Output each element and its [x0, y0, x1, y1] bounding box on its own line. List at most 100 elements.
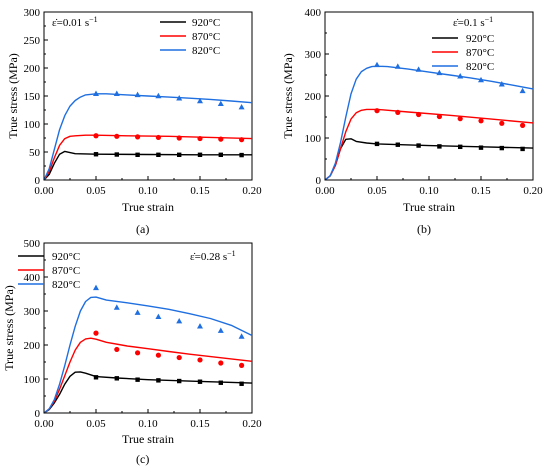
y-tick-label: 200: [24, 340, 41, 352]
data-point-c-2-3: [155, 313, 162, 319]
x-tick-label: 0.20: [242, 418, 262, 430]
strain-rate-annotation-b: ε̇=0.1 s−1: [453, 15, 493, 30]
y-tick-label: 100: [24, 119, 41, 131]
x-tick-label: 0.15: [190, 185, 210, 197]
data-point-b-1-4: [457, 116, 463, 122]
data-point-b-2-3: [436, 69, 443, 76]
data-point-b-0-5: [478, 145, 484, 150]
x-tick-label: 0.00: [34, 418, 54, 430]
data-point-c-0-3: [156, 378, 161, 383]
data-point-c-1-4: [176, 354, 182, 361]
data-point-b-2-7: [519, 87, 526, 94]
panel-c: 0.00 0.05 0.10 0.15 0.20 0 100 200 300 400 500 Tru…: [2, 238, 262, 466]
data-point-c-0-4: [177, 378, 182, 384]
y-axis-label-c: True stress (MPa): [2, 285, 16, 371]
y-tick-label: 100: [24, 374, 41, 386]
data-point-c-1-3: [155, 352, 161, 358]
legend-label: 820°C: [52, 279, 80, 291]
x-tick-label: 0.05: [86, 418, 106, 430]
x-tick-label: 0.05: [367, 185, 387, 197]
data-point-b-1-0: [374, 108, 380, 114]
y-axis-label-b: True stress (MPa): [281, 53, 295, 139]
legend-a: 920°C 870°C 820°C: [160, 17, 220, 57]
data-point-b-2-1: [394, 63, 401, 69]
data-point-a-1-5: [197, 135, 203, 142]
data-point-a-1-0: [93, 133, 99, 139]
data-point-b-1-3: [436, 113, 442, 120]
data-point-a-2-0: [93, 90, 99, 96]
series-line-a-1: [43, 134, 253, 181]
strain-rate-annotation-c: ε̇=0.28 s−1: [190, 249, 236, 264]
data-point-c-2-4: [176, 318, 183, 324]
data-point-c-2-6: [217, 327, 224, 333]
data-point-b-1-1: [395, 109, 401, 115]
axis-ticks-a: 0.00 0.05 0.10 0.15 0.20 0 50 100 150 200 250 300: [24, 7, 263, 197]
y-tick-label: 0: [35, 175, 41, 187]
x-tick-label: 0.15: [471, 185, 491, 197]
legend-label: 920°C: [52, 251, 80, 263]
data-point-b-1-6: [499, 120, 505, 126]
legend-c: 920°C 870°C 820°C: [18, 251, 80, 291]
data-point-a-0-2: [135, 152, 140, 157]
data-point-a-2-6: [217, 100, 224, 107]
y-axis-label-a: True stress (MPa): [6, 53, 20, 139]
chart-marks-c: [43, 284, 253, 414]
x-tick-label: 0.05: [86, 185, 106, 197]
series-line-c-2: [43, 296, 253, 414]
strain-rate-annotation-a: ε̇=0.01 s−1: [52, 15, 98, 30]
data-point-a-0-0: [93, 152, 99, 157]
x-tick-label: 0.00: [34, 185, 54, 197]
y-tick-label: 0: [35, 408, 41, 420]
data-point-c-0-1: [114, 376, 119, 381]
chart-marks-b: [324, 61, 534, 181]
data-point-b-1-5: [478, 118, 484, 124]
data-point-a-1-7: [239, 137, 245, 143]
data-point-a-0-4: [177, 152, 182, 157]
data-point-c-1-0: [93, 330, 99, 336]
y-tick-label: 50: [29, 147, 41, 159]
data-point-c-2-5: [197, 323, 203, 329]
data-point-b-0-3: [437, 144, 442, 149]
data-point-c-2-7: [238, 333, 245, 339]
legend-label: 820°C: [466, 61, 494, 73]
y-tick-label: 100: [305, 133, 322, 145]
data-point-a-0-7: [239, 152, 244, 158]
x-tick-label: 0.15: [190, 418, 210, 430]
x-tick-label: 0.20: [242, 185, 262, 197]
series-line-c-0: [43, 371, 253, 414]
y-tick-label: 300: [24, 306, 41, 318]
data-point-c-1-5: [197, 357, 203, 363]
data-point-b-0-0: [374, 141, 380, 147]
y-tick-label: 250: [24, 35, 41, 47]
x-axis-label-c: True strain: [122, 432, 174, 446]
data-point-a-2-1: [113, 90, 120, 96]
data-point-a-0-3: [156, 152, 161, 157]
data-point-c-0-5: [197, 379, 203, 384]
y-tick-label: 400: [305, 7, 322, 19]
data-point-b-0-4: [458, 144, 463, 150]
data-point-b-2-5: [478, 76, 484, 83]
data-point-a-2-7: [238, 104, 245, 110]
x-tick-label: 0.20: [523, 185, 543, 197]
data-point-c-0-7: [239, 381, 244, 386]
series-line-c-1: [43, 337, 253, 414]
y-tick-label: 400: [24, 272, 41, 284]
data-point-a-0-1: [114, 152, 119, 157]
data-point-c-0-2: [135, 377, 140, 382]
data-point-b-0-7: [520, 146, 525, 152]
data-point-a-2-4: [176, 95, 183, 101]
axis-ticks-b: 0.00 0.05 0.10 0.15 0.20 0 100 200 300 400: [305, 7, 544, 197]
x-tick-label: 0.10: [138, 185, 158, 197]
legend-label: 870°C: [466, 47, 494, 59]
data-point-c-1-6: [218, 360, 224, 366]
data-point-a-1-3: [155, 134, 161, 141]
data-point-c-1-1: [114, 346, 120, 353]
legend-label: 820°C: [192, 45, 220, 57]
data-point-c-2-2: [134, 309, 141, 315]
x-axis-label-b: True strain: [403, 200, 455, 214]
data-point-a-0-6: [218, 152, 223, 157]
data-point-b-2-2: [415, 66, 422, 72]
data-point-c-0-0: [93, 375, 99, 380]
data-point-a-1-6: [218, 136, 224, 142]
